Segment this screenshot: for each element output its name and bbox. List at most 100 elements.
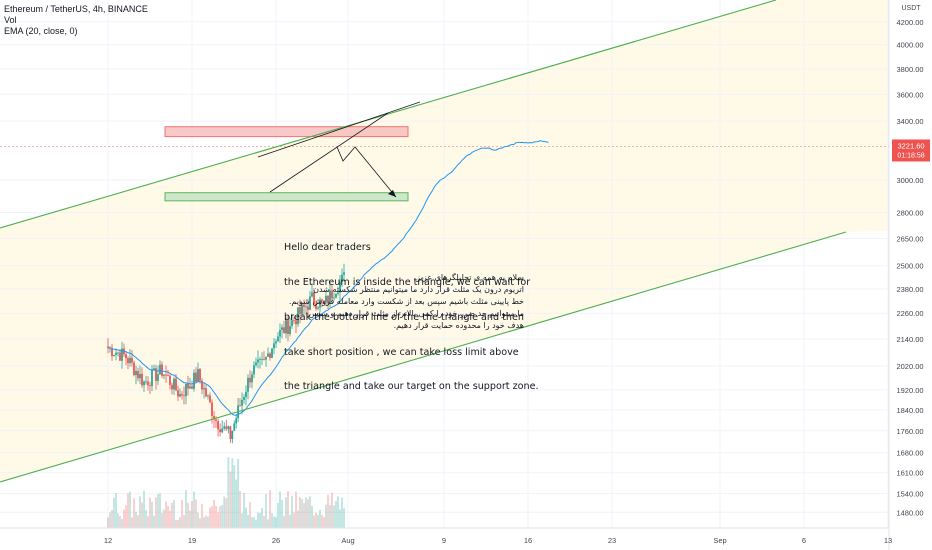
- candle-body: [331, 290, 333, 299]
- volume-bar: [111, 510, 113, 528]
- price-tick-label: 1680.00: [896, 449, 923, 458]
- candle-body: [113, 354, 115, 357]
- projection-arrowhead: [388, 190, 396, 197]
- volume-bar: [283, 516, 285, 528]
- volume-bar: [185, 490, 187, 528]
- candle-body: [111, 347, 113, 357]
- candle-body: [217, 421, 219, 430]
- volume-bar: [303, 503, 305, 528]
- candle-body: [157, 374, 159, 381]
- time-tick-label: 6: [802, 536, 806, 545]
- candle-body: [283, 327, 285, 334]
- volume-bar: [189, 510, 191, 528]
- candle-body: [141, 373, 143, 386]
- volume-bar: [265, 493, 267, 528]
- candle-body: [315, 303, 317, 309]
- triangle-upper-line: [257, 101, 421, 158]
- candle-body: [285, 320, 287, 334]
- volume-bar: [175, 519, 177, 528]
- candle-body: [199, 369, 201, 381]
- candle-body: [193, 372, 195, 389]
- volume-bar: [281, 500, 283, 528]
- analysis-note-english: Hello dear traders the Ethereum is insid…: [284, 219, 539, 405]
- volume-bar: [319, 509, 321, 528]
- candle-body: [143, 381, 145, 386]
- volume-bar: [121, 519, 123, 528]
- volume-bar: [217, 512, 219, 528]
- volume-bar: [119, 516, 121, 528]
- note-fa-line: ما میتوانیم حد ضرر خود را کمی بالاتر از …: [308, 309, 524, 318]
- volume-bar: [211, 506, 213, 528]
- candle-body: [305, 306, 307, 308]
- volume-bar: [343, 508, 345, 528]
- volume-bar: [141, 502, 143, 528]
- candle-body: [259, 359, 261, 360]
- volume-bar: [227, 457, 230, 528]
- volume-bar: [337, 496, 339, 528]
- volume-bar: [147, 516, 149, 528]
- volume-bar: [251, 517, 253, 528]
- note-en-line: take short position , we can take loss l…: [284, 346, 519, 358]
- volume-bar: [333, 505, 335, 528]
- candle-body: [301, 304, 303, 314]
- legend-ema[interactable]: EMA (20, close, 0): [4, 26, 78, 36]
- candle-body: [303, 304, 305, 307]
- candle-body: [297, 307, 299, 325]
- volume-bar: [129, 491, 131, 528]
- candle-body: [155, 368, 157, 381]
- price-tick-label: 1610.00: [896, 469, 923, 478]
- volume-bar: [317, 514, 319, 528]
- volume-bar: [267, 519, 269, 528]
- candle-body: [281, 327, 283, 330]
- volume-bar: [289, 514, 291, 528]
- legend-volume[interactable]: Vol: [4, 15, 17, 25]
- candle-body: [309, 296, 311, 310]
- volume-bar: [157, 494, 159, 528]
- bar-countdown: 01:18:58: [897, 152, 924, 159]
- volume-bar: [221, 505, 224, 528]
- candle-body: [249, 377, 251, 383]
- time-tick-label: 16: [524, 536, 532, 545]
- candle-body: [265, 356, 267, 360]
- price-tick-label: 2260.00: [896, 309, 923, 318]
- volume-bar: [261, 508, 263, 528]
- candle-body: [241, 399, 243, 406]
- candle-body: [339, 281, 341, 293]
- volume-bar: [291, 496, 293, 528]
- candle-body: [201, 380, 203, 390]
- volume-bar: [327, 494, 329, 528]
- price-tick-label: 4000.00: [896, 41, 923, 50]
- candle-body: [137, 370, 139, 379]
- candle-body: [107, 346, 109, 348]
- volume-bar: [229, 471, 232, 528]
- candle-body: [279, 329, 281, 337]
- time-tick-label: Aug: [341, 536, 354, 545]
- channel-lower-line: [0, 231, 847, 483]
- note-en-line: the Ethereum is inside the triangle, we …: [284, 276, 531, 288]
- volume-bar: [241, 513, 243, 528]
- volume-bar: [163, 509, 165, 528]
- price-tick-label: 2800.00: [896, 208, 923, 217]
- price-tick-label: 2380.00: [896, 285, 923, 294]
- volume-bar: [161, 512, 163, 528]
- note-fa-line: خط پایینی مثلث باشیم سپس بعد از شکست وار…: [288, 297, 524, 306]
- candle-body: [263, 358, 265, 360]
- candle-body: [127, 358, 129, 364]
- note-en-line: Hello dear traders: [284, 242, 371, 254]
- volume-bar: [341, 497, 343, 528]
- legend-symbol[interactable]: Ethereum / TetherUS, 4h, BINANCE: [4, 4, 148, 14]
- volume-bar: [117, 513, 119, 528]
- chart-grid: [0, 0, 889, 528]
- volume-bar: [285, 497, 287, 528]
- volume-bar: [203, 517, 205, 528]
- candle-body: [243, 397, 245, 400]
- candle-body: [131, 357, 133, 363]
- candle-body: [319, 299, 321, 308]
- volume-bar: [301, 498, 303, 528]
- volume-bar: [305, 497, 307, 528]
- candle-body: [239, 405, 241, 407]
- projection-path: [336, 146, 397, 198]
- chart-legend: Ethereum / TetherUS, 4h, BINANCE Vol EMA…: [4, 4, 148, 37]
- price-tick-label: 1920.00: [896, 386, 923, 395]
